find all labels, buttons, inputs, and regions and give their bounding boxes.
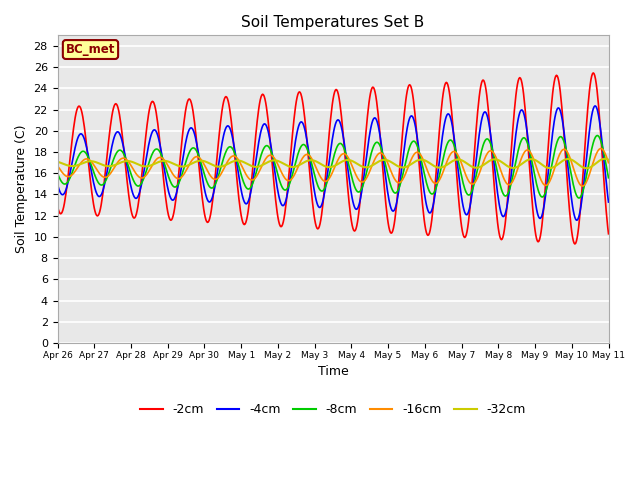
-2cm — [433, 168, 440, 173]
-8cm — [378, 148, 386, 154]
-16cm — [175, 176, 182, 181]
-2cm — [378, 156, 386, 162]
-8cm — [575, 195, 582, 201]
-2cm — [554, 75, 562, 81]
Line: -4cm: -4cm — [58, 106, 609, 220]
Legend: -2cm, -4cm, -8cm, -16cm, -32cm: -2cm, -4cm, -8cm, -16cm, -32cm — [135, 398, 531, 421]
-4cm — [198, 174, 206, 180]
-4cm — [54, 181, 61, 187]
Text: BC_met: BC_met — [66, 43, 115, 56]
-16cm — [198, 158, 206, 164]
-16cm — [433, 180, 440, 186]
Line: -32cm: -32cm — [58, 159, 609, 168]
-32cm — [175, 163, 182, 169]
-4cm — [378, 146, 386, 152]
-2cm — [571, 241, 579, 247]
-4cm — [324, 164, 332, 170]
-32cm — [198, 158, 206, 164]
-32cm — [378, 157, 386, 163]
-4cm — [591, 103, 599, 109]
-4cm — [554, 105, 562, 111]
-4cm — [433, 183, 440, 189]
-2cm — [198, 194, 206, 200]
-32cm — [433, 164, 440, 170]
-8cm — [605, 175, 612, 180]
Title: Soil Temperatures Set B: Soil Temperatures Set B — [241, 15, 424, 30]
-16cm — [54, 163, 61, 169]
-8cm — [593, 132, 601, 138]
-8cm — [324, 175, 332, 180]
-8cm — [554, 137, 562, 143]
-32cm — [582, 165, 590, 171]
-8cm — [175, 181, 182, 187]
-2cm — [324, 140, 332, 145]
-2cm — [54, 204, 61, 209]
-32cm — [605, 157, 612, 163]
-32cm — [324, 164, 332, 170]
-16cm — [378, 151, 386, 156]
-32cm — [54, 159, 61, 165]
-8cm — [198, 164, 206, 169]
-16cm — [597, 145, 605, 151]
-32cm — [554, 161, 562, 167]
-4cm — [175, 181, 182, 187]
Line: -16cm: -16cm — [58, 148, 609, 186]
-2cm — [175, 174, 182, 180]
-4cm — [573, 217, 581, 223]
-16cm — [605, 160, 612, 166]
-16cm — [324, 177, 332, 182]
-4cm — [605, 199, 612, 205]
Line: -8cm: -8cm — [58, 135, 609, 198]
-2cm — [589, 70, 597, 76]
-16cm — [554, 156, 562, 161]
-32cm — [601, 156, 609, 162]
-2cm — [605, 231, 612, 237]
-8cm — [433, 184, 440, 190]
-16cm — [579, 183, 586, 189]
X-axis label: Time: Time — [317, 365, 348, 378]
-8cm — [54, 170, 61, 176]
Y-axis label: Soil Temperature (C): Soil Temperature (C) — [15, 125, 28, 253]
Line: -2cm: -2cm — [58, 73, 609, 244]
